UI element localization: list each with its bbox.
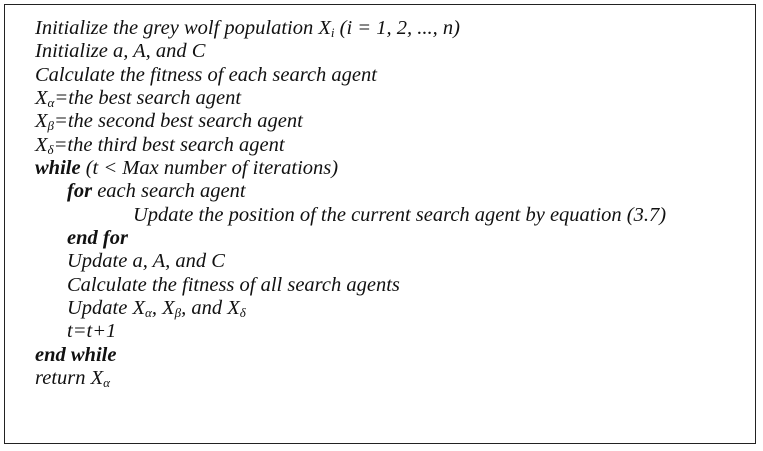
keyword-end-while: end while bbox=[35, 343, 117, 366]
line-text: , and X bbox=[181, 297, 240, 320]
line-while: while (t < Max number of iterations) bbox=[35, 157, 666, 180]
line-text: =the best search agent bbox=[54, 87, 242, 110]
line-text: return X bbox=[35, 367, 104, 390]
variable: X bbox=[35, 133, 48, 156]
line-text: Update the position of the current searc… bbox=[133, 203, 667, 226]
subscript: α bbox=[103, 375, 110, 391]
subscript: α bbox=[145, 305, 152, 321]
line-calc-fitness: Calculate the fitness of each search age… bbox=[35, 64, 666, 87]
line-text: =the second best search agent bbox=[54, 110, 303, 133]
subscript: β bbox=[174, 305, 182, 321]
line-increment: t=t+1 bbox=[35, 320, 666, 343]
subscript: δ bbox=[239, 305, 246, 321]
keyword-for: for bbox=[67, 180, 93, 203]
line-text: =the third best search agent bbox=[53, 133, 285, 156]
line-text: Update X bbox=[67, 297, 145, 320]
line-init-population: Initialize the grey wolf population Xi (… bbox=[35, 17, 666, 40]
line-text: Initialize the grey wolf population X bbox=[35, 17, 331, 39]
line-return: return Xα bbox=[35, 367, 666, 390]
variable: X bbox=[35, 87, 48, 110]
algorithm-box: Initialize the grey wolf population Xi (… bbox=[4, 4, 756, 444]
line-text: (t < Max number of iterations) bbox=[80, 157, 339, 180]
line-for: for each search agent bbox=[35, 180, 666, 203]
line-end-while: end while bbox=[35, 344, 666, 367]
line-text: , X bbox=[151, 297, 175, 320]
line-text: each search agent bbox=[92, 180, 246, 203]
line-update-position: Update the position of the current searc… bbox=[35, 204, 666, 227]
keyword-end-for: end for bbox=[67, 227, 128, 250]
pseudocode: Initialize the grey wolf population Xi (… bbox=[35, 17, 666, 391]
line-update-leaders: Update Xα, Xβ, and Xδ bbox=[35, 297, 666, 320]
line-update-params: Update a, A, and C bbox=[35, 250, 666, 273]
line-text: t=t+1 bbox=[67, 320, 117, 343]
line-text: Calculate the fitness of all search agen… bbox=[67, 273, 400, 296]
subscript: i bbox=[330, 25, 335, 40]
subscript: β bbox=[47, 118, 55, 134]
line-beta: Xβ=the second best search agent bbox=[35, 110, 666, 133]
line-init-params: Initialize a, A, and C bbox=[35, 40, 666, 63]
variable: X bbox=[35, 110, 48, 133]
line-end-for: end for bbox=[35, 227, 666, 250]
line-delta: Xδ=the third best search agent bbox=[35, 134, 666, 157]
keyword-while: while bbox=[35, 157, 81, 180]
subscript: δ bbox=[47, 141, 54, 157]
line-text: Update a, A, and C bbox=[67, 250, 225, 273]
line-text: (i = 1, 2, ..., n) bbox=[334, 17, 460, 39]
subscript: α bbox=[47, 95, 55, 111]
line-alpha: Xα=the best search agent bbox=[35, 87, 666, 110]
line-calc-fitness-all: Calculate the fitness of all search agen… bbox=[35, 274, 666, 297]
line-text: Initialize a, A, and C bbox=[35, 40, 206, 63]
line-text: Calculate the fitness of each search age… bbox=[35, 63, 377, 86]
